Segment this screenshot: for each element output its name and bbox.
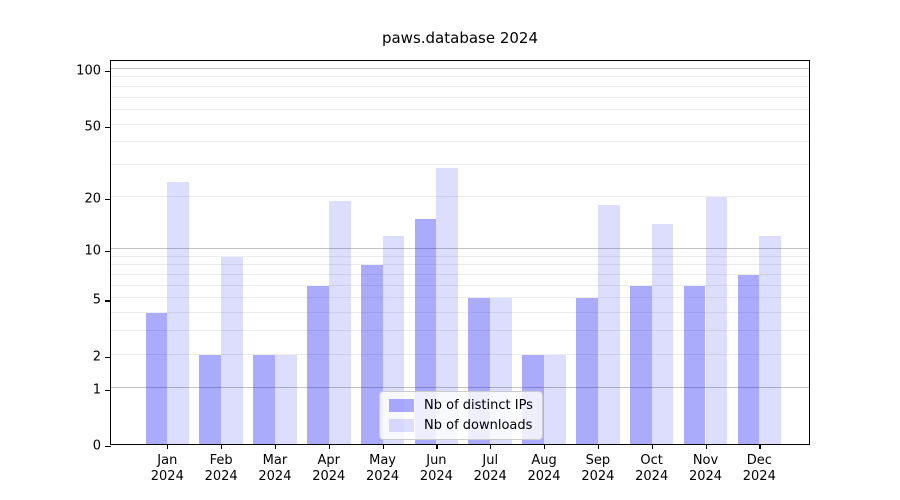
legend-label-distinct-ips: Nb of distinct IPs xyxy=(424,398,533,413)
x-tick-label: Nov 2024 xyxy=(688,453,723,484)
x-tick-mark xyxy=(167,444,169,449)
y-tick-label: 20 xyxy=(84,191,101,207)
x-tick-label: Apr 2024 xyxy=(312,453,346,484)
y-tick-mark xyxy=(105,356,111,358)
y-tick-mark xyxy=(105,198,111,200)
bar-downloads-feb xyxy=(221,256,243,444)
x-tick-label: Jul 2024 xyxy=(473,453,507,484)
bar-downloads-dec xyxy=(759,235,782,444)
y-tick-mark xyxy=(105,389,111,391)
bar-distinct-ips-mar xyxy=(253,354,275,444)
x-tick-mark xyxy=(382,444,384,449)
gridline-minor xyxy=(111,274,809,276)
x-tick-mark xyxy=(705,444,707,449)
bar-distinct-ips-apr xyxy=(306,285,329,444)
x-tick-mark xyxy=(597,444,600,449)
x-tick-label: Jun 2024 xyxy=(419,453,453,484)
bar-distinct-ips-jun xyxy=(414,218,437,444)
chart-title: paws.database 2024 xyxy=(381,29,539,47)
legend: Nb of distinct IPs Nb of downloads xyxy=(379,391,543,440)
bar-downloads-apr xyxy=(328,200,351,444)
y-tick-mark xyxy=(105,126,111,128)
x-tick-mark xyxy=(651,444,653,449)
gridline-minor xyxy=(111,85,809,87)
gridline-minor xyxy=(111,284,809,286)
bar-downloads-jan xyxy=(167,182,190,444)
legend-swatch-downloads xyxy=(389,419,414,432)
y-tick-label: 50 xyxy=(84,119,101,134)
plot-area: Nb of distinct IPs Nb of downloads 0 1 2 5 1… xyxy=(76,60,810,484)
gridline-minor xyxy=(111,163,809,165)
bar-distinct-ips-sep xyxy=(576,298,598,444)
gridline-minor xyxy=(111,123,809,125)
y-tick-label: 1 xyxy=(92,382,101,398)
gridline-minor xyxy=(111,312,809,314)
y-tick-label: 0 xyxy=(92,438,101,454)
x-tick-label: Dec 2024 xyxy=(742,453,776,484)
legend-swatch-distinct-ips xyxy=(389,399,414,412)
gridline-minor xyxy=(111,76,809,78)
bar-downloads-nov xyxy=(705,196,728,444)
bar-downloads-sep xyxy=(597,204,620,444)
bar-downloads-oct xyxy=(651,223,674,444)
gridline-major xyxy=(111,68,809,69)
bar-distinct-ips-nov xyxy=(683,285,706,444)
bar-downloads-aug xyxy=(544,354,566,444)
y-tick-mark xyxy=(105,251,111,253)
x-tick-mark xyxy=(759,444,761,449)
x-tick-mark xyxy=(436,444,438,449)
gridline-minor xyxy=(111,264,809,266)
x-tick-label: Jan 2024 xyxy=(150,453,184,484)
gridline-major xyxy=(111,248,809,250)
gridline-minor xyxy=(111,96,809,98)
gridline-minor xyxy=(111,195,809,197)
legend-label-downloads: Nb of downloads xyxy=(424,418,533,433)
gridline-minor xyxy=(111,330,809,332)
y-tick-mark xyxy=(105,70,111,73)
y-tick-label: 2 xyxy=(92,349,101,365)
y-tick-label: 10 xyxy=(84,243,101,259)
gridline-minor xyxy=(111,297,809,299)
x-tick-mark xyxy=(274,444,277,449)
x-tick-label: Feb 2024 xyxy=(204,453,238,484)
gridline-minor xyxy=(111,141,809,143)
y-tick-label: 5 xyxy=(92,292,101,308)
x-tick-mark xyxy=(490,444,492,449)
bar-distinct-ips-feb xyxy=(199,354,222,444)
bar-distinct-ips-may xyxy=(360,265,383,444)
x-tick-label: Aug 2024 xyxy=(527,453,561,484)
gridline-minor xyxy=(111,353,809,355)
x-tick-label: May 2024 xyxy=(366,453,400,484)
x-tick-label: Oct 2024 xyxy=(635,453,669,484)
legend-item-distinct-ips: Nb of distinct IPs xyxy=(389,398,533,413)
y-tick-mark xyxy=(105,300,111,302)
x-tick-mark xyxy=(328,444,330,449)
bar-downloads-jun xyxy=(436,167,459,444)
gridline-major xyxy=(111,386,809,388)
x-tick-mark xyxy=(221,444,223,449)
gridline-minor xyxy=(111,255,809,257)
bar-distinct-ips-oct xyxy=(629,285,652,444)
legend-item-downloads: Nb of downloads xyxy=(389,418,533,433)
bar-distinct-ips-jan xyxy=(145,313,168,444)
bar-downloads-mar xyxy=(274,354,297,444)
x-tick-mark xyxy=(544,444,546,449)
x-tick-label: Mar 2024 xyxy=(258,453,292,484)
x-tick-label: Sep 2024 xyxy=(581,453,615,484)
y-tick-label: 100 xyxy=(76,63,101,79)
y-tick-mark xyxy=(105,446,111,448)
bar-distinct-ips-dec xyxy=(737,275,760,444)
gridline-minor xyxy=(111,108,809,110)
